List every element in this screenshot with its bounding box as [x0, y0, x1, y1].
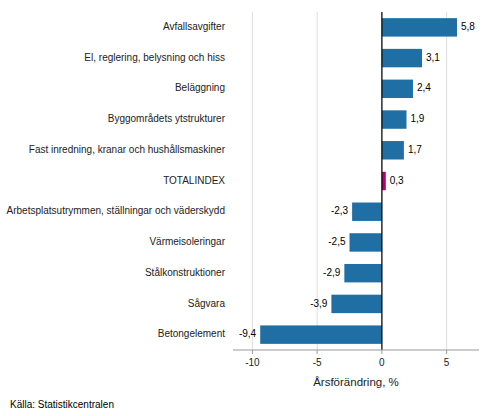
- category-label: Fast inredning, kranar och hushållsmaski…: [29, 144, 226, 155]
- category-label: TOTALINDEX: [163, 175, 225, 186]
- chart: Betongelement Sågvara Stålkonstruktioner Vä…: [0, 0, 493, 416]
- x-tick: [446, 350, 447, 354]
- grid-line: [252, 12, 253, 350]
- data-label: 2,4: [417, 82, 431, 93]
- zero-line: [381, 12, 382, 350]
- x-tick-label: -5: [313, 357, 322, 368]
- bar: [331, 295, 381, 313]
- x-tick-label: 5: [444, 357, 450, 368]
- x-axis-line: [233, 350, 479, 351]
- x-tick: [252, 350, 253, 354]
- category-label: Värmeisoleringar: [149, 236, 225, 247]
- data-label: -2,3: [331, 205, 349, 216]
- category-label: Arbetsplatsutrymmen, ställningar och väd…: [7, 205, 225, 216]
- grid: [252, 12, 446, 350]
- category-label: Betongelement: [158, 328, 225, 339]
- data-label: -2,9: [323, 267, 341, 278]
- category-label: El, reglering, belysning och hiss: [84, 52, 225, 63]
- bar: [382, 18, 457, 36]
- x-tick-label: 0: [379, 357, 385, 368]
- data-label: 1,9: [410, 113, 424, 124]
- bar: [382, 141, 404, 159]
- bar: [382, 110, 407, 128]
- x-tick: [317, 350, 318, 354]
- data-label: -3,9: [310, 298, 328, 309]
- data-label: 5,8: [461, 21, 475, 32]
- data-label: -2,5: [328, 236, 346, 247]
- data-label: -9,4: [239, 328, 257, 339]
- bar: [352, 203, 382, 221]
- data-label: 1,7: [408, 144, 422, 155]
- bar: [350, 233, 382, 251]
- x-tick-label: -10: [245, 357, 260, 368]
- x-tick: [381, 350, 382, 354]
- category-label: Byggområdets ytstrukturer: [108, 113, 226, 124]
- bars: [260, 18, 457, 344]
- bar: [344, 264, 382, 282]
- x-axis-label: Årsförändring, %: [313, 376, 399, 388]
- category-label: Beläggning: [175, 82, 225, 93]
- bar: [260, 325, 382, 343]
- category-label: Sågvara: [188, 298, 226, 309]
- source-note: Källa: Statistikcentralen: [10, 399, 114, 410]
- category-label: Stålkonstruktioner: [145, 267, 226, 278]
- data-label: 3,1: [426, 52, 440, 63]
- data-label: 0,3: [390, 175, 404, 186]
- grid-line: [381, 12, 382, 350]
- grid-line: [446, 12, 447, 350]
- bar: [382, 80, 413, 98]
- category-label: Avfallsavgifter: [163, 21, 226, 32]
- bar: [382, 49, 422, 67]
